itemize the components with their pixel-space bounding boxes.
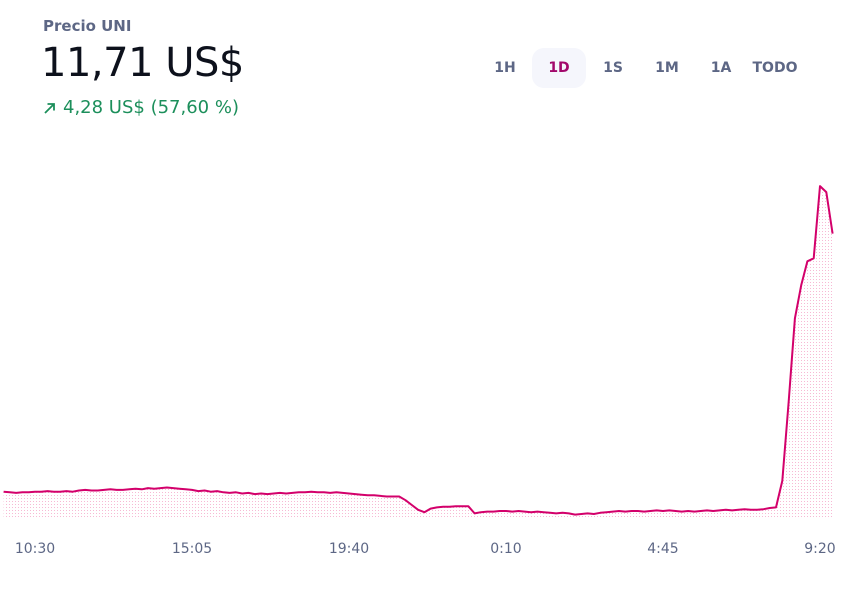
x-tick-label: 10:30 xyxy=(15,541,55,557)
x-tick-label: 19:40 xyxy=(329,541,369,557)
x-tick-label: 4:45 xyxy=(647,541,678,557)
x-tick-label: 0:10 xyxy=(490,541,521,557)
range-button[interactable]: 1M xyxy=(655,60,679,76)
asset-title: Precio UNI xyxy=(43,17,132,35)
range-button[interactable]: 1A xyxy=(710,60,732,76)
range-button[interactable]: 1H xyxy=(494,60,516,76)
price-change: 4,28 US$ (57,60 %) xyxy=(43,97,239,118)
range-button[interactable]: 1S xyxy=(603,60,623,76)
x-tick-label: 15:05 xyxy=(172,541,212,557)
range-button[interactable]: 1D xyxy=(532,48,586,88)
price-line xyxy=(3,185,834,516)
change-text: 4,28 US$ (57,60 %) xyxy=(63,97,239,118)
up-arrow-icon xyxy=(44,102,55,114)
range-selector: 1H 1D 1S 1M 1A TODO xyxy=(478,48,802,88)
range-button[interactable]: TODO xyxy=(752,60,798,76)
x-tick-label: 9:20 xyxy=(804,541,835,557)
price: 11,71 US$ xyxy=(41,40,244,86)
area-fill xyxy=(3,186,833,517)
